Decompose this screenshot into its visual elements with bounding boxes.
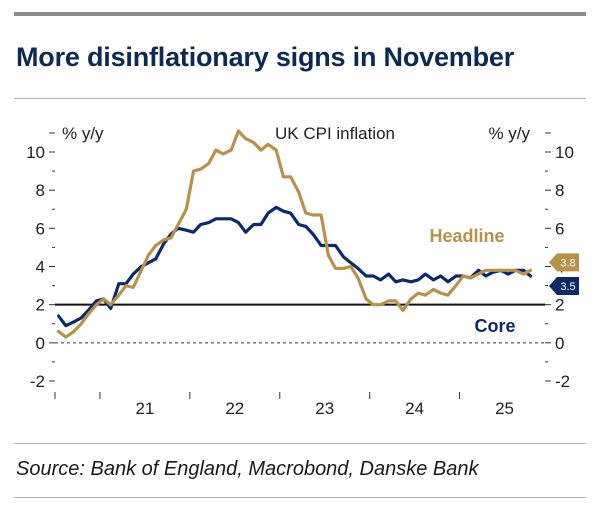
source-divider-top	[14, 443, 586, 444]
end-value-flag-headline	[549, 253, 579, 272]
y-tick-label-right: -2	[555, 372, 570, 391]
chart-title: UK CPI inflation	[275, 124, 395, 143]
labels-group: % y/y % y/y UK CPI inflation 3.8 3.5 Headline…	[62, 124, 579, 336]
annotation-core: Core	[474, 316, 515, 336]
cpi-line-chart: -2-2002244668810102122232425 % y/y% y/yU…	[26, 124, 579, 418]
x-tick-label: 21	[135, 399, 154, 418]
source-divider-bottom	[14, 497, 586, 498]
y-tick-label-right: 6	[555, 219, 564, 238]
y-axis-unit-right: % y/y	[488, 124, 530, 143]
y-tick-label-left: 8	[36, 181, 45, 200]
y-tick-label-left: 10	[26, 143, 45, 162]
y-tick-label-right: 2	[555, 296, 564, 315]
series-line-headline	[56, 129, 533, 339]
y-tick-label-right: 10	[555, 143, 574, 162]
y-axis-unit-left: % y/y	[62, 124, 104, 143]
x-tick-label: 25	[495, 399, 514, 418]
chart-heading: More disinflationary signs in November	[16, 42, 515, 72]
y-tick-label-right: 0	[555, 334, 564, 353]
series-line-core	[56, 205, 533, 328]
x-tick-label: 23	[315, 399, 334, 418]
source-note: Source: Bank of England, Macrobond, Dans…	[16, 458, 479, 480]
plot-group	[56, 129, 533, 339]
y-tick-label-left: 6	[36, 219, 45, 238]
y-tick-label-left: 0	[36, 334, 45, 353]
x-tick-label: 22	[225, 399, 244, 418]
top-bar	[14, 12, 586, 16]
y-tick-label-left: 4	[36, 258, 45, 277]
annotation-headline: Headline	[429, 226, 504, 246]
y-tick-label-left: -2	[30, 372, 45, 391]
end-value-flag-core	[549, 277, 579, 296]
y-tick-label-left: 2	[36, 296, 45, 315]
title-divider	[14, 98, 586, 99]
end-value-label-core: 3.5	[560, 281, 575, 293]
y-tick-label-right: 8	[555, 181, 564, 200]
end-value-label-headline: 3.8	[560, 257, 575, 269]
axes-group: -2-2002244668810102122232425	[26, 132, 574, 418]
x-tick-label: 24	[405, 399, 424, 418]
